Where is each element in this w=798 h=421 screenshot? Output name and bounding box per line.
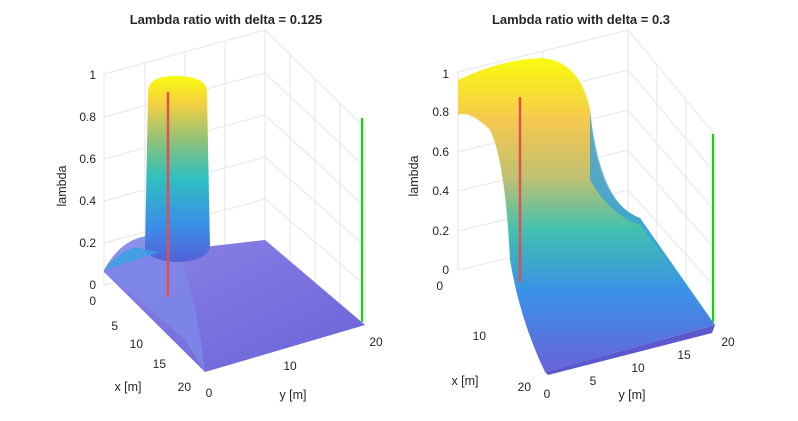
z-tick: 0: [442, 263, 449, 277]
chart-2-title: Lambda ratio with delta = 0.3: [492, 12, 670, 27]
chart-1-z-ticks: 0 0.2 0.4 0.6 0.8 1: [79, 68, 96, 292]
chart-2-z-label: lambda: [407, 155, 421, 196]
chart-2-y-label: y [m]: [618, 388, 645, 402]
z-tick: 0.2: [432, 224, 449, 238]
chart-2-z-ticks: 0 0.2 0.4 0.6 0.8 1: [432, 67, 449, 277]
chart-1-x-label: x [m]: [114, 380, 141, 394]
chart-1-z-label: lambda: [55, 165, 69, 206]
z-tick: 0.6: [79, 152, 96, 166]
y-tick: 5: [590, 374, 597, 388]
chart-1-surface: [104, 76, 365, 372]
z-tick: 0.8: [432, 105, 449, 119]
y-tick: 0: [544, 387, 551, 401]
chart-1-y-label: y [m]: [279, 388, 306, 402]
z-tick: 0.4: [432, 184, 449, 198]
z-tick: 0.6: [432, 145, 449, 159]
x-tick: 10: [473, 329, 487, 343]
z-tick: 0.2: [79, 236, 96, 250]
x-tick: 0: [436, 279, 443, 293]
chart-1-x-ticks: 0 5 10 15 20: [89, 294, 191, 394]
y-tick: 10: [631, 361, 645, 375]
y-tick: 0: [206, 386, 213, 400]
y-tick: 15: [677, 348, 691, 362]
z-tick: 0.8: [79, 110, 96, 124]
x-tick: 20: [518, 380, 532, 394]
x-tick: 10: [130, 337, 144, 351]
y-tick: 20: [369, 335, 383, 349]
chart-1-title: Lambda ratio with delta = 0.125: [130, 12, 323, 27]
x-tick: 0: [89, 294, 96, 308]
chart-1-y-ticks: 0 10 20: [206, 335, 383, 400]
z-tick: 0.4: [79, 194, 96, 208]
chart-2-surface: [458, 58, 715, 375]
x-tick: 20: [178, 380, 192, 394]
y-tick: 10: [283, 359, 297, 373]
x-tick: 15: [153, 357, 167, 371]
chart-2-x-label: x [m]: [451, 374, 478, 388]
y-tick: 20: [721, 335, 735, 349]
z-tick: 1: [89, 68, 96, 82]
chart-2-x-ticks: 0 10 20: [436, 279, 531, 394]
chart-2: Lambda ratio with delta = 0.3 0 0.2 0.4 …: [407, 12, 735, 402]
chart-1: Lambda ratio with delta = 0.125 0 0.2 0.…: [55, 12, 383, 402]
z-tick: 1: [442, 67, 449, 81]
chart-2-y-ticks: 0 5 10 15 20: [544, 335, 735, 401]
z-tick: 0: [89, 278, 96, 292]
x-tick: 5: [111, 319, 118, 333]
